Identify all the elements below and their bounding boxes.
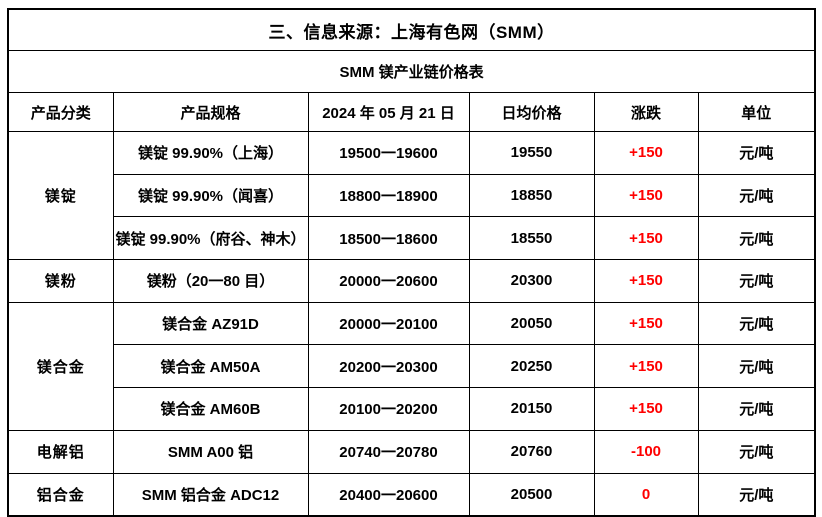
- table-row: 镁锭 镁锭 99.90%（上海） 19500一19600 19550 +150 …: [7, 130, 816, 261]
- table-row: 镁合金 AM50A 20200一20300 20250 +150 元/吨: [8, 344, 816, 389]
- unit-cell: 元/吨: [697, 216, 816, 261]
- unit-cell: 元/吨: [697, 344, 816, 389]
- unit-cell: 元/吨: [697, 429, 816, 474]
- unit-cell: 元/吨: [697, 472, 816, 517]
- table-row: 镁合金 镁合金 AZ91D 20000一20100 20050 +150 元/吨: [7, 301, 816, 431]
- category-cell: 铝合金: [7, 472, 114, 517]
- price-range-cell: 20200一20300: [307, 344, 470, 389]
- col-header-date: 2024 年 05 月 21 日: [307, 92, 470, 132]
- col-header-spec: 产品规格: [112, 92, 309, 132]
- category-cell: 镁粉: [7, 259, 114, 303]
- price-range-cell: 18500一18600: [307, 216, 470, 261]
- col-header-unit: 单位: [697, 92, 816, 132]
- spec-cell: 镁合金 AM50A: [112, 344, 309, 389]
- avg-price-cell: 18550: [468, 216, 595, 261]
- spec-cell: SMM A00 铝: [112, 429, 309, 474]
- col-header-change: 涨跌: [593, 92, 699, 132]
- change-cell: +150: [593, 173, 699, 218]
- avg-price-cell: 18850: [468, 173, 595, 218]
- table-row: 电解铝 SMM A00 铝 20740一20780 20760 -100 元/吨: [7, 429, 816, 474]
- category-cell: 镁合金: [7, 301, 114, 431]
- change-cell: +150: [593, 301, 699, 346]
- price-range-cell: 20000一20600: [307, 259, 470, 303]
- category-cell: 镁锭: [7, 130, 114, 261]
- col-header-avg-price: 日均价格: [468, 92, 595, 132]
- table-subtitle: SMM 镁产业链价格表: [7, 50, 816, 93]
- price-table: 三、信息来源：上海有色网（SMM） SMM 镁产业链价格表 产品分类 产品规格 …: [7, 8, 817, 517]
- change-cell: +150: [593, 387, 699, 431]
- avg-price-cell: 20050: [468, 301, 595, 346]
- avg-price-cell: 20760: [468, 429, 595, 474]
- change-cell: +150: [593, 216, 699, 261]
- unit-cell: 元/吨: [697, 259, 816, 303]
- table-row: 镁粉 镁粉（20一80 目） 20000一20600 20300 +150 元/…: [7, 259, 816, 303]
- spec-cell: 镁合金 AZ91D: [112, 301, 309, 346]
- source-title: 三、信息来源：上海有色网（SMM）: [7, 8, 816, 51]
- title-row: 三、信息来源：上海有色网（SMM）: [7, 8, 816, 51]
- col-header-category: 产品分类: [7, 92, 114, 132]
- change-cell: +150: [593, 344, 699, 389]
- spec-cell: SMM 铝合金 ADC12: [112, 472, 309, 517]
- price-range-cell: 19500一19600: [307, 131, 470, 175]
- table-row: 镁合金 AM60B 20100一20200 20150 +150 元/吨: [8, 387, 816, 431]
- table-row: 铝合金 SMM 铝合金 ADC12 20400一20600 20500 0 元/…: [7, 472, 816, 517]
- avg-price-cell: 20150: [468, 387, 595, 431]
- spec-cell: 镁锭 99.90%（府谷、神木）: [112, 216, 309, 261]
- category-cell: 电解铝: [7, 429, 114, 474]
- avg-price-cell: 19550: [468, 131, 595, 175]
- spec-cell: 镁锭 99.90%（上海）: [112, 131, 309, 175]
- change-cell: 0: [593, 472, 699, 517]
- table-row: 镁锭 99.90%（闻喜） 18800一18900 18850 +150 元/吨: [8, 173, 816, 218]
- price-range-cell: 20740一20780: [307, 429, 470, 474]
- price-range-cell: 18800一18900: [307, 173, 470, 218]
- subtitle-row: SMM 镁产业链价格表: [7, 50, 816, 93]
- avg-price-cell: 20500: [468, 472, 595, 517]
- column-header-row: 产品分类 产品规格 2024 年 05 月 21 日 日均价格 涨跌 单位: [7, 92, 816, 132]
- change-cell: -100: [593, 429, 699, 474]
- unit-cell: 元/吨: [697, 301, 816, 346]
- table-row: 镁锭 99.90%（府谷、神木） 18500一18600 18550 +150 …: [8, 216, 816, 261]
- avg-price-cell: 20250: [468, 344, 595, 389]
- spec-cell: 镁合金 AM60B: [112, 387, 309, 431]
- change-cell: +150: [593, 131, 699, 175]
- avg-price-cell: 20300: [468, 259, 595, 303]
- unit-cell: 元/吨: [697, 131, 816, 175]
- price-range-cell: 20100一20200: [307, 387, 470, 431]
- change-cell: +150: [593, 259, 699, 303]
- spec-cell: 镁锭 99.90%（闻喜）: [112, 173, 309, 218]
- unit-cell: 元/吨: [697, 173, 816, 218]
- price-range-cell: 20000一20100: [307, 301, 470, 346]
- spec-cell: 镁粉（20一80 目）: [112, 259, 309, 303]
- unit-cell: 元/吨: [697, 387, 816, 431]
- price-range-cell: 20400一20600: [307, 472, 470, 517]
